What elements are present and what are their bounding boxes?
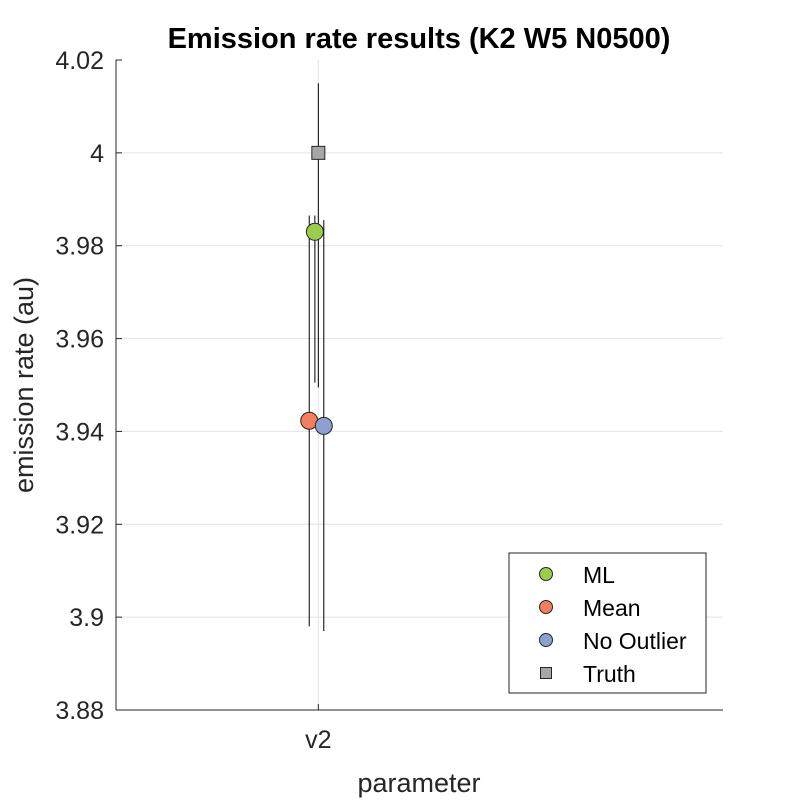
y-tick-label: 3.96 (55, 326, 104, 354)
y-axis-label: emission rate (au) (9, 277, 39, 493)
legend-label-no-outlier: No Outlier (583, 628, 687, 654)
legend-marker-no-outlier (539, 633, 553, 647)
legend-marker-truth (540, 667, 552, 679)
legend-label-mean: Mean (583, 595, 641, 621)
legend-label-truth: Truth (583, 661, 636, 687)
marker-ml (305, 222, 324, 241)
marker-no-outlier (314, 416, 333, 435)
x-tick-labels: v2 (305, 726, 331, 754)
legend: ML Mean No Outlier Truth (508, 552, 707, 694)
chart-title: Emission rate results (K2 W5 N0500) (168, 23, 671, 55)
y-tick-label: 3.94 (55, 418, 104, 446)
legend-marker-mean (539, 600, 553, 614)
y-tick-label: 4 (90, 140, 104, 168)
y-tick-label: 3.88 (55, 697, 104, 725)
legend-label-ml: ML (583, 562, 615, 588)
x-tick-label: v2 (305, 726, 331, 754)
axes (115, 59, 723, 711)
y-tick-labels: 3.88 3.9 3.92 3.94 3.96 3.98 4 4.02 (55, 47, 104, 725)
y-tick-label: 4.02 (55, 47, 104, 75)
marker-truth (311, 145, 326, 160)
legend-marker-ml (539, 567, 553, 581)
y-tick-label: 3.98 (55, 233, 104, 261)
y-tick-label: 3.9 (69, 604, 104, 632)
data-markers (300, 145, 333, 435)
x-axis-label: parameter (357, 768, 480, 798)
y-tick-label: 3.92 (55, 511, 104, 539)
